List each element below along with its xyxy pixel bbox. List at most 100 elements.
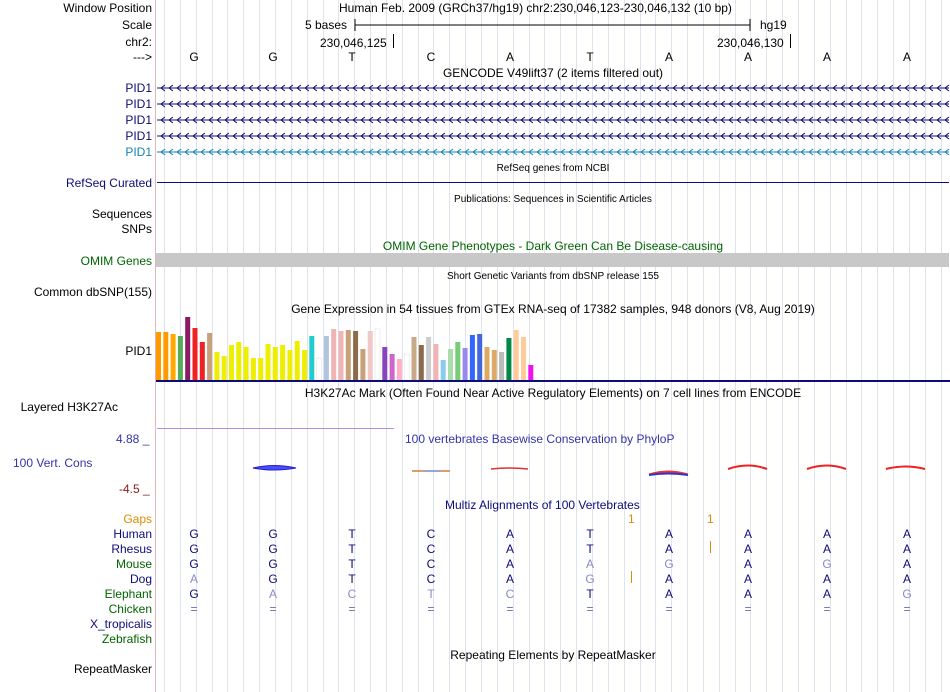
- gtex-tissue-bar[interactable]: [491, 350, 497, 380]
- repeatmasker-label[interactable]: RepeatMasker: [73, 662, 152, 676]
- gtex-tissue-bar[interactable]: [156, 332, 161, 380]
- gtex-bar-chart[interactable]: [156, 316, 950, 382]
- gtex-tissue-bar[interactable]: [411, 337, 417, 380]
- gtex-tissue-bar[interactable]: [469, 335, 475, 380]
- gtex-tissue-bar[interactable]: [389, 354, 395, 380]
- gtex-tissue-bar[interactable]: [243, 347, 249, 380]
- gtex-tissue-bar[interactable]: [382, 347, 388, 380]
- gtex-tissue-bar[interactable]: [258, 358, 264, 380]
- multiz-species-label[interactable]: Dog: [129, 572, 152, 586]
- multiz-title[interactable]: Multiz Alignments of 100 Vertebrates: [445, 498, 640, 512]
- gtex-tissue-bar[interactable]: [440, 360, 446, 380]
- gencode-transcript-line[interactable]: [157, 98, 950, 110]
- refseq-title[interactable]: RefSeq genes from NCBI: [496, 163, 610, 174]
- dbsnp-title[interactable]: Short Genetic Variants from dbSNP releas…: [447, 271, 659, 282]
- repeatmasker-title[interactable]: Repeating Elements by RepeatMasker: [450, 648, 656, 662]
- strand-arrow: [568, 148, 574, 156]
- gtex-label[interactable]: PID1: [125, 344, 152, 358]
- gtex-tissue-bar[interactable]: [309, 336, 315, 380]
- gencode-transcript-line[interactable]: [157, 114, 950, 126]
- gtex-tissue-bar[interactable]: [316, 357, 322, 381]
- strand-arrow: [288, 100, 294, 108]
- aligned-base: G: [902, 587, 912, 601]
- gtex-tissue-bar[interactable]: [528, 365, 534, 380]
- gencode-transcript-label[interactable]: PID1: [125, 145, 152, 159]
- gtex-tissue-bar[interactable]: [506, 338, 512, 380]
- gtex-tissue-bar[interactable]: [207, 333, 213, 380]
- omim-label[interactable]: OMIM Genes: [80, 254, 152, 268]
- gtex-tissue-bar[interactable]: [214, 352, 220, 380]
- h3k27ac-label[interactable]: Layered H3K27Ac: [20, 400, 118, 414]
- gtex-tissue-bar[interactable]: [448, 349, 453, 380]
- gencode-title[interactable]: GENCODE V49lift37 (2 items filtered out): [442, 66, 664, 80]
- strand-arrow: [712, 100, 718, 108]
- gencode-transcript-line[interactable]: [157, 130, 950, 142]
- gtex-tissue-bar[interactable]: [367, 331, 373, 380]
- gtex-tissue-bar[interactable]: [360, 349, 366, 380]
- gtex-tissue-bar[interactable]: [236, 342, 242, 380]
- gencode-transcript-label[interactable]: PID1: [125, 97, 152, 111]
- gtex-tissue-bar[interactable]: [418, 345, 424, 380]
- gtex-tissue-bar[interactable]: [302, 350, 307, 380]
- gtex-tissue-bar[interactable]: [521, 337, 526, 380]
- gtex-tissue-bar[interactable]: [484, 347, 490, 380]
- gencode-transcript-label[interactable]: PID1: [125, 81, 152, 95]
- gtex-tissue-bar[interactable]: [323, 336, 329, 380]
- gtex-tissue-bar[interactable]: [513, 330, 519, 380]
- omim-gene-bar[interactable]: [156, 253, 949, 267]
- gtex-tissue-bar[interactable]: [462, 348, 468, 380]
- multiz-species-label[interactable]: Zebrafish: [101, 632, 152, 646]
- gencode-transcript-label[interactable]: PID1: [125, 113, 152, 127]
- gtex-tissue-bar[interactable]: [170, 334, 176, 380]
- gtex-tissue-bar[interactable]: [199, 342, 205, 380]
- gtex-tissue-bar[interactable]: [250, 358, 256, 380]
- h3k27ac-title[interactable]: H3K27Ac Mark (Often Found Near Active Re…: [304, 386, 802, 400]
- multiz-species-label[interactable]: Rhesus: [111, 542, 152, 556]
- gtex-tissue-bar[interactable]: [403, 353, 410, 381]
- gtex-tissue-bar[interactable]: [396, 359, 402, 380]
- multiz-species-label[interactable]: Chicken: [108, 602, 152, 616]
- gtex-tissue-bar[interactable]: [338, 331, 344, 380]
- omim-title[interactable]: OMIM Gene Phenotypes - Dark Green Can Be…: [382, 239, 724, 253]
- gtex-tissue-bar[interactable]: [265, 344, 271, 380]
- gtex-tissue-bar[interactable]: [433, 344, 439, 380]
- gtex-tissue-bar[interactable]: [477, 334, 483, 380]
- publications-sequences-label[interactable]: Sequences: [91, 207, 152, 221]
- multiz-species-label[interactable]: Human: [113, 527, 152, 541]
- gtex-tissue-bar[interactable]: [192, 328, 198, 380]
- gtex-tissue-bar[interactable]: [331, 329, 337, 380]
- gtex-tissue-bar[interactable]: [177, 336, 183, 380]
- gtex-tissue-bar[interactable]: [229, 345, 234, 380]
- phylop-title[interactable]: 100 vertebrates Basewise Conservation by…: [405, 432, 675, 446]
- gtex-tissue-bar[interactable]: [374, 328, 381, 381]
- publications-title[interactable]: Publications: Sequences in Scientific Ar…: [454, 194, 652, 205]
- refseq-gene-line[interactable]: [157, 182, 949, 183]
- publications-snps-label[interactable]: SNPs: [121, 222, 152, 236]
- gtex-tissue-bar[interactable]: [287, 350, 293, 380]
- aligned-base: T: [348, 572, 356, 586]
- multiz-gaps-label[interactable]: Gaps: [123, 512, 152, 526]
- gtex-tissue-bar[interactable]: [163, 332, 169, 380]
- gtex-tissue-bar[interactable]: [272, 347, 278, 380]
- gtex-tissue-bar[interactable]: [455, 342, 461, 380]
- gtex-tissue-bar[interactable]: [345, 330, 351, 380]
- gtex-tissue-bar[interactable]: [280, 345, 286, 380]
- strand-arrow: [352, 100, 358, 108]
- gtex-title[interactable]: Gene Expression in 54 tissues from GTEx …: [291, 302, 815, 316]
- gtex-tissue-bar[interactable]: [221, 356, 227, 380]
- gtex-tissue-bar[interactable]: [499, 352, 505, 380]
- multiz-species-label[interactable]: Mouse: [115, 557, 152, 571]
- gtex-tissue-bar[interactable]: [353, 331, 359, 380]
- phylop-signal[interactable]: [156, 458, 950, 478]
- gencode-transcript-line[interactable]: [157, 82, 950, 94]
- phylop-label[interactable]: 100 Vert. Cons: [13, 456, 93, 470]
- refseq-label[interactable]: RefSeq Curated: [65, 176, 152, 190]
- multiz-species-label[interactable]: X_tropicalis: [89, 617, 152, 631]
- gencode-transcript-label[interactable]: PID1: [125, 129, 152, 143]
- gtex-tissue-bar[interactable]: [294, 341, 300, 380]
- gencode-transcript-line[interactable]: [157, 146, 950, 158]
- multiz-species-label[interactable]: Elephant: [104, 587, 152, 601]
- gtex-tissue-bar[interactable]: [426, 337, 432, 380]
- dbsnp-label[interactable]: Common dbSNP(155): [33, 285, 152, 299]
- gtex-tissue-bar[interactable]: [185, 317, 191, 380]
